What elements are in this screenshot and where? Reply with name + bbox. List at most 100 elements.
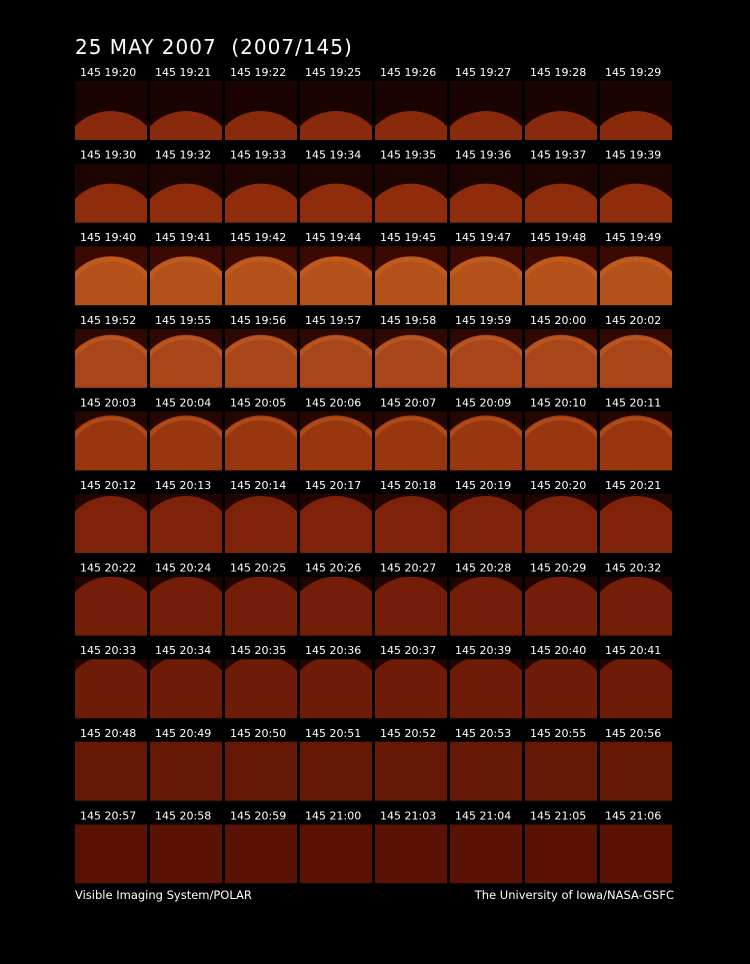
frame-label: 145 20:13 xyxy=(155,479,211,492)
earth-disk xyxy=(75,183,147,223)
earth-disk xyxy=(300,576,372,636)
aurora-rim xyxy=(600,335,672,358)
frame-image xyxy=(150,659,222,719)
earth-disk xyxy=(150,576,222,636)
earth-disk xyxy=(75,256,147,306)
frame-label: 145 19:56 xyxy=(230,314,286,327)
title: 25 MAY 2007 (2007/145) xyxy=(75,35,353,59)
frame-image xyxy=(150,494,222,553)
frame-label: 145 20:36 xyxy=(305,644,361,657)
frame-label: 145 19:25 xyxy=(305,66,361,79)
frame-image xyxy=(375,411,447,471)
earth-disk xyxy=(300,415,372,471)
frame-image xyxy=(300,741,372,801)
frame-label: 145 19:55 xyxy=(155,314,211,327)
frame-image xyxy=(600,328,672,388)
earth-disk xyxy=(525,415,597,471)
frame-label: 145 20:11 xyxy=(605,396,661,409)
earth-disk xyxy=(300,111,372,140)
frame-image xyxy=(450,576,522,636)
footer-left: Visible Imaging System/POLAR xyxy=(75,888,252,902)
earth-disk xyxy=(525,659,597,719)
frame-label: 145 19:40 xyxy=(80,231,136,244)
frame-label: 145 19:27 xyxy=(455,66,511,79)
frame-label: 145 20:49 xyxy=(155,727,211,740)
frame-background xyxy=(525,824,597,884)
earth-disk xyxy=(450,256,522,306)
earth-disk xyxy=(600,334,672,388)
frame-image xyxy=(75,576,147,636)
earth-disk xyxy=(525,576,597,636)
frame-image xyxy=(600,163,672,223)
earth-disk xyxy=(525,496,597,553)
aurora-rim xyxy=(375,335,447,358)
frame-label: 145 19:47 xyxy=(455,231,511,244)
earth-disk xyxy=(450,741,522,801)
earth-disk xyxy=(450,183,522,223)
frame-image xyxy=(225,246,297,306)
aurora-rim xyxy=(75,257,147,280)
frame-label: 145 20:29 xyxy=(530,562,586,575)
earth-disk xyxy=(450,334,522,388)
frame-image xyxy=(525,328,597,388)
frame-label: 145 20:07 xyxy=(380,396,436,409)
frame-image xyxy=(525,741,597,801)
frame-label: 145 20:10 xyxy=(530,396,586,409)
frame-image xyxy=(75,81,147,140)
frame-image xyxy=(375,163,447,223)
frame-label: 145 20:19 xyxy=(455,479,511,492)
earth-disk xyxy=(75,111,147,140)
frame-label: 145 19:39 xyxy=(605,149,661,162)
earth-disk xyxy=(75,496,147,553)
aurora-rim xyxy=(75,416,147,439)
earth-disk xyxy=(225,415,297,471)
frame-image xyxy=(600,659,672,719)
frame-label: 145 20:33 xyxy=(80,644,136,657)
frame-image xyxy=(75,659,147,719)
frame-label: 145 20:57 xyxy=(80,809,136,822)
frame-label: 145 20:37 xyxy=(380,644,436,657)
earth-disk xyxy=(150,415,222,471)
frame-label: 145 19:29 xyxy=(605,66,661,79)
aurora-rim xyxy=(150,257,222,280)
frame-image xyxy=(300,576,372,636)
frame-image xyxy=(375,824,447,884)
frame-image xyxy=(75,328,147,388)
frame-background xyxy=(150,824,222,884)
frame-image xyxy=(150,81,222,140)
frame-image xyxy=(450,659,522,719)
frame-image xyxy=(225,824,297,884)
frame-image xyxy=(375,494,447,553)
aurora-rim xyxy=(225,416,297,439)
frame-label: 145 19:41 xyxy=(155,231,211,244)
earth-disk xyxy=(525,111,597,140)
earth-disk xyxy=(150,496,222,553)
frame-label: 145 20:21 xyxy=(605,479,661,492)
frame-label: 145 19:45 xyxy=(380,231,436,244)
frame-image xyxy=(150,246,222,306)
aurora-rim xyxy=(450,416,522,439)
frame-label: 145 20:56 xyxy=(605,727,661,740)
frame-label: 145 20:09 xyxy=(455,396,511,409)
frame-label: 145 20:24 xyxy=(155,562,211,575)
earth-disk xyxy=(525,256,597,306)
frame-label: 145 19:42 xyxy=(230,231,286,244)
earth-disk xyxy=(225,183,297,223)
frame-image xyxy=(75,246,147,306)
earth-disk xyxy=(225,741,297,801)
aurora-rim xyxy=(600,257,672,280)
frame-label: 145 20:22 xyxy=(80,562,136,575)
frame-image xyxy=(450,163,522,223)
frame-label: 145 20:20 xyxy=(530,479,586,492)
frame-image xyxy=(150,328,222,388)
aurora-rim xyxy=(225,257,297,280)
frame-image xyxy=(150,163,222,223)
earth-disk xyxy=(600,111,672,140)
frame-label: 145 20:00 xyxy=(530,314,586,327)
frame-image xyxy=(600,741,672,801)
earth-disk xyxy=(450,496,522,553)
frame-label: 145 20:06 xyxy=(305,396,361,409)
frame-image xyxy=(600,411,672,471)
earth-disk xyxy=(150,256,222,306)
earth-disk xyxy=(525,334,597,388)
